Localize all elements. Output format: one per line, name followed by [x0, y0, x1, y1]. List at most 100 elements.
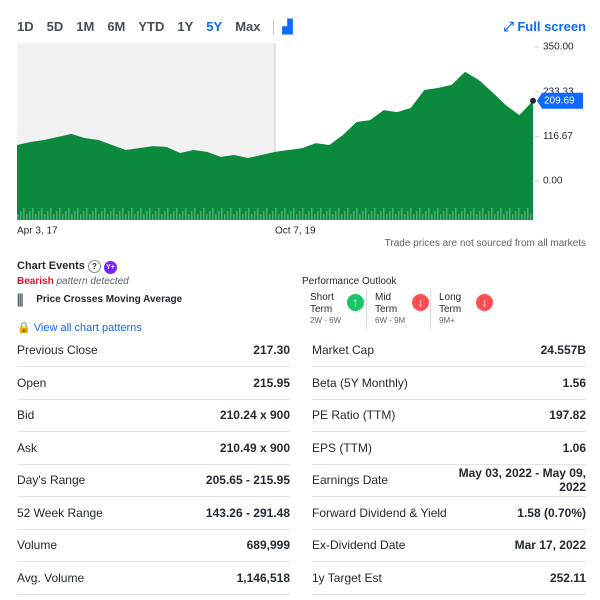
volume-bar	[458, 214, 460, 220]
volume-bar	[287, 214, 289, 220]
stat-row: Forward Dividend & Yield 1.58 (0.70%)	[312, 497, 586, 530]
stat-label: Previous Close	[17, 343, 98, 357]
volume-bar	[182, 211, 184, 220]
stat-value: 24.557B	[540, 343, 586, 357]
volume-bar	[254, 211, 256, 220]
range-tab[interactable]: 1D	[17, 19, 34, 34]
volume-bar	[401, 208, 403, 220]
stat-row: Open 215.95	[17, 367, 290, 400]
range-tab[interactable]: 1M	[76, 19, 95, 34]
volume-bar	[221, 208, 223, 220]
note: Trade prices are not sourced from all ma…	[384, 238, 586, 249]
volume-bar	[284, 208, 286, 220]
volume-bar	[485, 214, 487, 220]
volume-bar	[449, 214, 451, 220]
stat-value: 1,146,518	[236, 570, 290, 585]
stat-row: Avg. Volume 1,146,518	[17, 562, 290, 595]
volume-bar	[35, 214, 37, 220]
volume-bar	[137, 211, 139, 220]
volume-bar	[473, 208, 475, 220]
volume-bar	[290, 211, 292, 220]
volume-bar	[158, 208, 160, 220]
volume-bar	[71, 214, 73, 220]
stat-row: Volume 689,999	[17, 529, 290, 562]
volume-bar	[47, 211, 49, 220]
range-tab[interactable]: 1Y	[177, 19, 194, 34]
volume-bar	[194, 208, 196, 220]
volume-bar	[179, 214, 181, 220]
y-tick-label: 0.00	[543, 176, 563, 187]
volume-bar	[314, 214, 316, 220]
volume-bar	[245, 211, 247, 220]
volume-bar	[419, 208, 421, 220]
volume-bar	[479, 211, 481, 220]
volume-bar	[80, 214, 82, 220]
volume-bar	[509, 208, 511, 220]
volume-bar	[440, 214, 442, 220]
volume-bar	[155, 211, 157, 220]
volume-bar	[164, 211, 166, 220]
stat-value: 210.49 x 900	[219, 440, 290, 455]
volume-bar	[65, 211, 67, 220]
volume-bar	[527, 208, 529, 220]
stat-value: 217.30	[253, 343, 290, 357]
volume-bar	[296, 214, 298, 220]
range-tab[interactable]: 5Y	[206, 19, 223, 34]
stat-row: 1y Target Est 252.11	[312, 562, 586, 595]
volume-bar	[422, 214, 424, 220]
stat-value: Mar 17, 2022	[514, 538, 586, 552]
stat-label: Forward Dividend & Yield	[312, 505, 447, 520]
volume-bar	[29, 211, 31, 220]
volume-bar	[143, 214, 145, 220]
volume-bar	[275, 208, 277, 220]
volume-bar	[185, 208, 187, 220]
stat-row: Market Cap 24.557B	[312, 334, 586, 367]
volume-bar	[464, 208, 466, 220]
full-screen-label[interactable]: Full screen	[517, 19, 586, 34]
volume-bar	[173, 211, 175, 220]
volume-bar	[392, 208, 394, 220]
stat-label: 52 Week Range	[17, 505, 103, 520]
volume-bar	[293, 208, 295, 220]
volume-bar	[407, 211, 409, 220]
volume-bar	[311, 208, 313, 220]
stat-row: Beta (5Y Monthly) 1.56	[312, 367, 586, 400]
link[interactable]: 🔒 View all chart patterns	[17, 322, 142, 334]
volume-bar	[191, 211, 193, 220]
volume-bar	[320, 208, 322, 220]
volume-bar	[176, 208, 178, 220]
volume-bar	[116, 214, 118, 220]
volume-bar	[113, 208, 115, 220]
volume-bar	[218, 211, 220, 220]
stat-label: PE Ratio (TTM)	[312, 408, 396, 422]
volume-bar	[434, 211, 436, 220]
chart-type-icon[interactable]: ▟	[273, 19, 292, 35]
volume-bar	[488, 211, 490, 220]
volume-bar	[119, 211, 121, 220]
volume-bar	[455, 208, 457, 220]
range-tab[interactable]: YTD	[138, 19, 165, 34]
stat-value: 252.11	[549, 570, 586, 585]
stat-label: Avg. Volume	[17, 570, 85, 585]
volume-bar	[515, 211, 517, 220]
volume-bar	[95, 208, 97, 220]
volume-bar	[416, 211, 418, 220]
volume-bar	[347, 208, 349, 220]
volume-bar	[101, 211, 103, 220]
volume-bar	[476, 214, 478, 220]
pattern: Bearish pattern detected	[17, 276, 129, 287]
full-screen[interactable]: ⤢ Full screen	[503, 19, 586, 34]
volume-bar	[362, 211, 364, 220]
stat-label: Ex-Dividend Date	[312, 538, 406, 552]
volume-bar	[152, 214, 154, 220]
title: Chart Events	[17, 260, 85, 272]
link-text[interactable]: View all chart patterns	[33, 322, 142, 334]
range-tab[interactable]: 5D	[46, 19, 64, 34]
volume-bar	[374, 208, 376, 220]
volume-bar	[257, 208, 259, 220]
stat-label: Beta (5Y Monthly)	[312, 375, 408, 390]
range-tab[interactable]: Max	[235, 19, 261, 34]
range-tab[interactable]: 6M	[107, 19, 126, 34]
volume-bar	[386, 214, 388, 220]
volume-bar	[212, 208, 214, 220]
